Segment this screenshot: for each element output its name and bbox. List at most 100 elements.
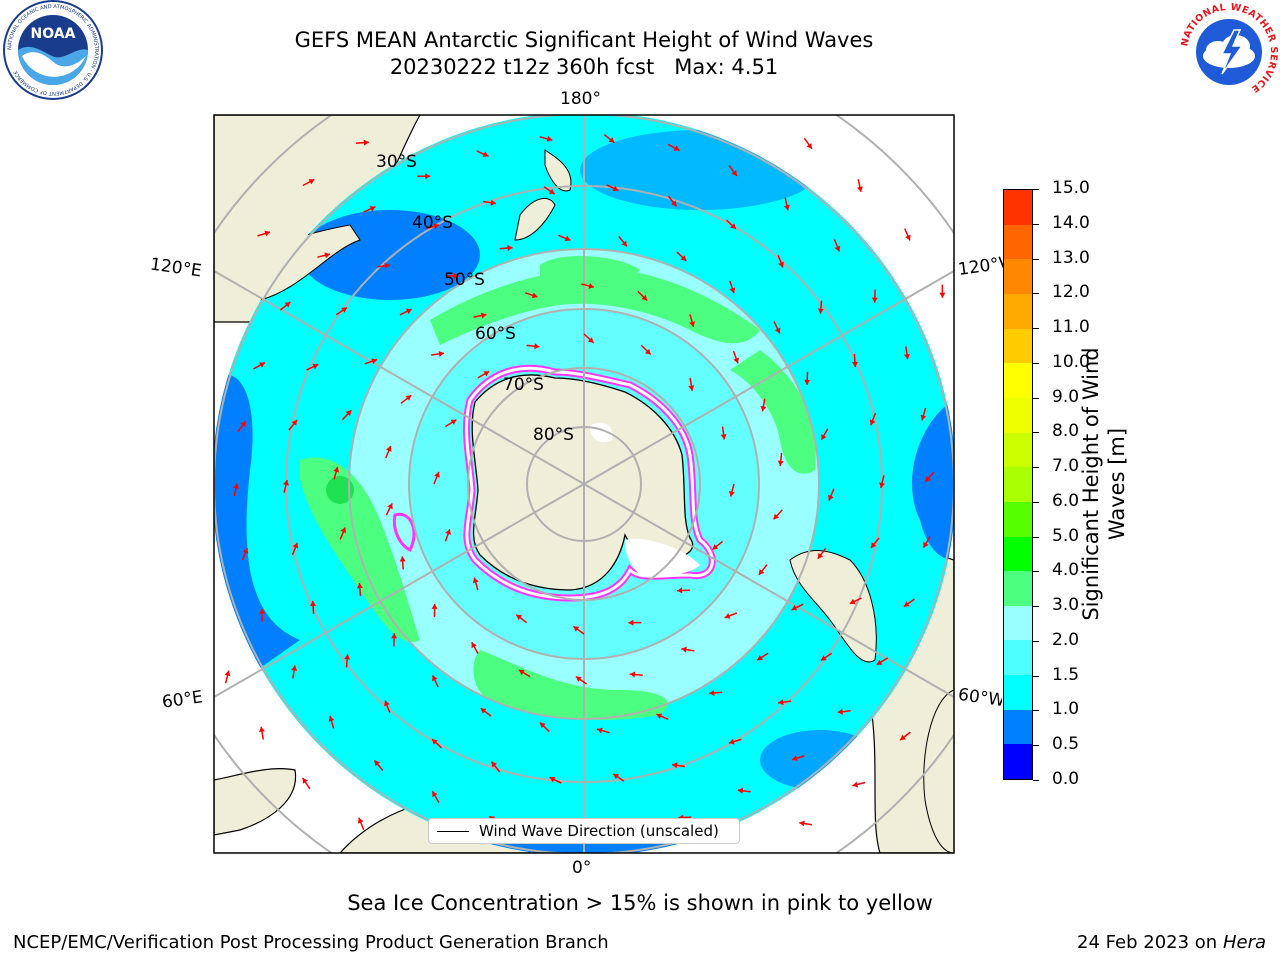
wave-direction-arrowhead [481,312,487,319]
wave-direction-arrowhead [837,708,843,715]
wave-direction-arrowhead [791,605,798,611]
wave-direction-arrowhead [283,480,289,486]
wave-direction-arrowhead [357,817,364,824]
wave-direction-arrowhead [333,466,340,473]
colorbar-segment [1004,501,1032,537]
wave-direction-arrowhead [340,527,347,534]
wave-direction-arrowhead [806,143,812,149]
colorbar-tick-mark [1033,467,1039,469]
wave-direction-arrowhead [677,587,683,594]
wave-direction-arrowhead [405,395,412,401]
wave-direction-arrowhead [548,188,555,195]
legend-line-icon [437,830,469,832]
footer-host: Hera [1222,932,1266,953]
colorbar-tick-label: 8.0 [1052,421,1080,442]
wave-direction-arrowhead [821,434,827,440]
colorbar-tick-mark [1033,189,1039,190]
colorbar-segment [1004,640,1032,676]
wave-direction-arrowhead [778,261,784,268]
chart-subtitle: 20230222 t12z 360h fcst Max: 4.51 [0,55,1168,79]
wave-direction-arrowhead [587,337,594,343]
wave-direction-arrowhead [356,583,363,589]
wave-direction-arrowhead [871,297,878,303]
wave-direction-arrowhead [264,230,270,237]
wave-direction-arrowhead [482,151,489,157]
lon-label-60w-clip: 60°W [954,684,1002,718]
map-legend: Wind Wave Direction (unscaled) [428,818,740,844]
wave-direction-arrowhead [399,556,406,562]
wave-direction-arrowhead [259,726,265,733]
wave-direction-arrowhead [923,541,929,548]
wave-direction-arrowhead [671,200,677,207]
wave-direction-arrowhead [904,353,910,360]
wave-direction-arrowhead [242,548,249,554]
colorbar-tick-label: 3.0 [1052,595,1080,616]
colorbar-segment [1004,294,1032,329]
colorbar-tick-mark [1033,258,1039,260]
wave-direction-arrowhead [588,283,594,289]
lon-label-0: 0° [572,858,592,878]
wave-direction-arrowhead [737,787,744,794]
wave-direction-arrowhead [720,434,727,440]
wave-direction-arrowhead [709,690,715,696]
lat-label-40s: 40°S [412,213,453,233]
wave-direction-arrowhead [259,608,265,614]
wave-direction-arrowhead [534,343,540,350]
lon-label-60w: 60°W [956,684,1002,712]
colorbar-tick-mark [1033,223,1039,225]
colorbar-tick-mark [1033,501,1039,503]
wave-direction-arrowhead [363,139,369,146]
wave-direction-arrowhead [433,223,439,230]
wave-direction-arrowhead [564,235,571,242]
wave-direction-arrowhead [672,762,678,769]
colorbar-segment [1004,605,1032,641]
lat-label-30s: 30°S [376,152,417,172]
wave-direction-arrowhead [673,145,680,151]
colorbar-tick-label: 13.0 [1052,247,1090,268]
wave-direction-arrowhead [531,292,538,299]
wave-direction-arrowhead [384,262,390,269]
wave-direction-arrowhead [432,675,438,682]
wave-direction-arrowhead [597,727,603,734]
wave-direction-arrowhead [852,781,859,788]
wave-direction-arrowhead [920,414,927,421]
wave-direction-arrowhead [792,755,798,762]
colorbar-segment [1004,259,1032,295]
wave-direction-arrowhead [374,760,380,767]
forecast-label: 20230222 t12z 360h fcst [389,55,655,79]
wave-direction-arrowhead [817,308,824,314]
wave-direction-arrowhead [369,206,376,212]
wave-direction-arrowhead [438,351,445,357]
wave-direction-arrowhead [575,676,582,682]
colorbar-tick-label: 6.0 [1052,490,1080,511]
lat-label-60s: 60°S [475,324,516,344]
wave-direction-arrowhead [425,173,431,180]
colorbar-segment [1004,744,1032,779]
nws-logo: NATIONAL WEATHER SERVICE [1179,2,1279,99]
wave-direction-arrowhead [608,137,615,143]
colorbar-segment [1004,536,1032,572]
wave-direction-arrowhead [518,670,525,676]
colorbar-segment [1004,709,1032,745]
wind-wave-arrows [224,134,946,834]
colorbar-segment [1004,432,1032,468]
wave-direction-arrowhead [324,252,330,259]
colorbar-tick-mark [1033,640,1039,642]
wave-direction-arrowhead [621,240,627,247]
lat-label-80s: 80°S [533,425,574,445]
wave-direction-arrowhead [760,405,767,412]
colorbar-tick-label: 10.0 [1052,351,1090,372]
wave-direction-arrowhead [925,476,931,482]
colorbar-tick-mark [1033,606,1039,608]
wave-direction-arrowhead [312,363,319,370]
wave-direction-arrowhead [344,654,351,660]
wave-direction-arrowhead [645,348,651,355]
colorbar-segment [1004,363,1032,398]
colorbar-tick-mark [1033,432,1039,434]
wave-direction-arrowhead [613,773,620,780]
wave-direction-arrowhead [641,294,648,301]
colorbar-tick-label: 15.0 [1052,178,1090,198]
colorbar-tick-mark [1033,571,1039,573]
wave-direction-arrowhead [629,671,636,678]
